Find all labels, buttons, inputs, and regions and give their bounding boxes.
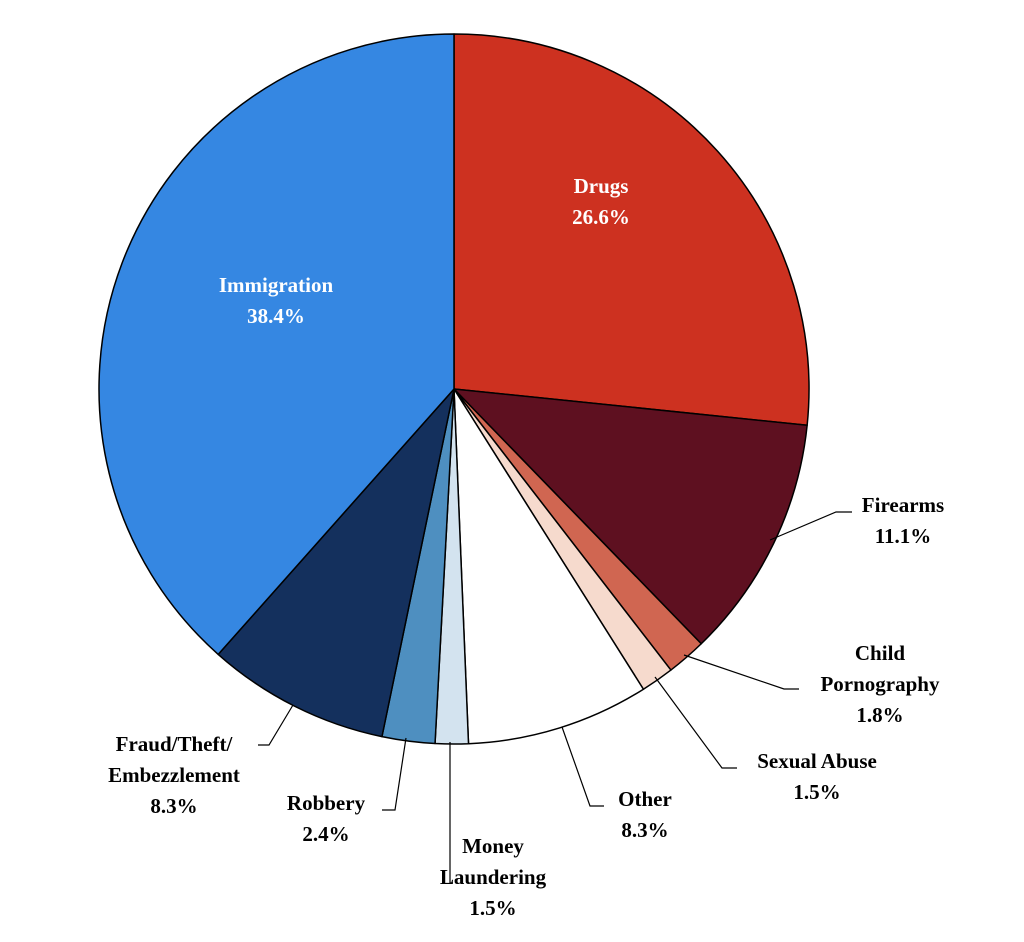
pie-slice-4 (453, 388, 645, 745)
pie-slice-8 (98, 33, 455, 656)
pie-slice-7 (217, 388, 455, 738)
slice-value-3-1: 1.5% (793, 780, 840, 804)
slice-label-1-0: Firearms (862, 493, 944, 517)
leader-line-7 (258, 704, 294, 746)
slice-label-3-0: Sexual Abuse (757, 749, 877, 773)
leader-line-4 (561, 726, 604, 807)
slice-value-2-2: 1.8% (856, 703, 903, 727)
slice-label-7-0: Fraud/Theft/ (116, 732, 234, 756)
slice-label-5-1: Laundering (440, 865, 547, 889)
slice-label-2-1: Pornography (820, 672, 940, 696)
slice-label-2-0: Child (855, 641, 906, 665)
slice-label-4-0: Other (618, 787, 672, 811)
slice-value-5-2: 1.5% (469, 896, 516, 920)
pie-slices (98, 33, 810, 745)
slice-value-1-1: 11.1% (875, 524, 932, 548)
slice-value-0-1: 26.6% (572, 205, 630, 229)
leader-lines (258, 511, 852, 884)
leader-line-2 (683, 654, 799, 690)
slice-value-6-1: 2.4% (302, 822, 349, 846)
leader-line-5 (449, 742, 453, 884)
slice-label-6-0: Robbery (287, 791, 366, 815)
pie-slice-1 (453, 388, 808, 645)
slice-label-7-1: Embezzlement (108, 763, 240, 787)
leader-line-6 (382, 737, 407, 811)
slice-value-4-1: 8.3% (621, 818, 668, 842)
slice-label-0-0: Drugs (574, 174, 629, 198)
slice-value-7-2: 8.3% (150, 794, 197, 818)
leader-line-1 (769, 511, 852, 541)
slice-label-8-0: Immigration (219, 273, 334, 297)
pie-slice-0 (453, 33, 810, 426)
slice-label-5-0: Money (462, 834, 524, 858)
slice-value-8-1: 38.4% (247, 304, 305, 328)
leader-line-3 (654, 676, 737, 769)
slice-labels: Drugs 26.6% Firearms 11.1% Child Pornography 1… (108, 174, 944, 920)
